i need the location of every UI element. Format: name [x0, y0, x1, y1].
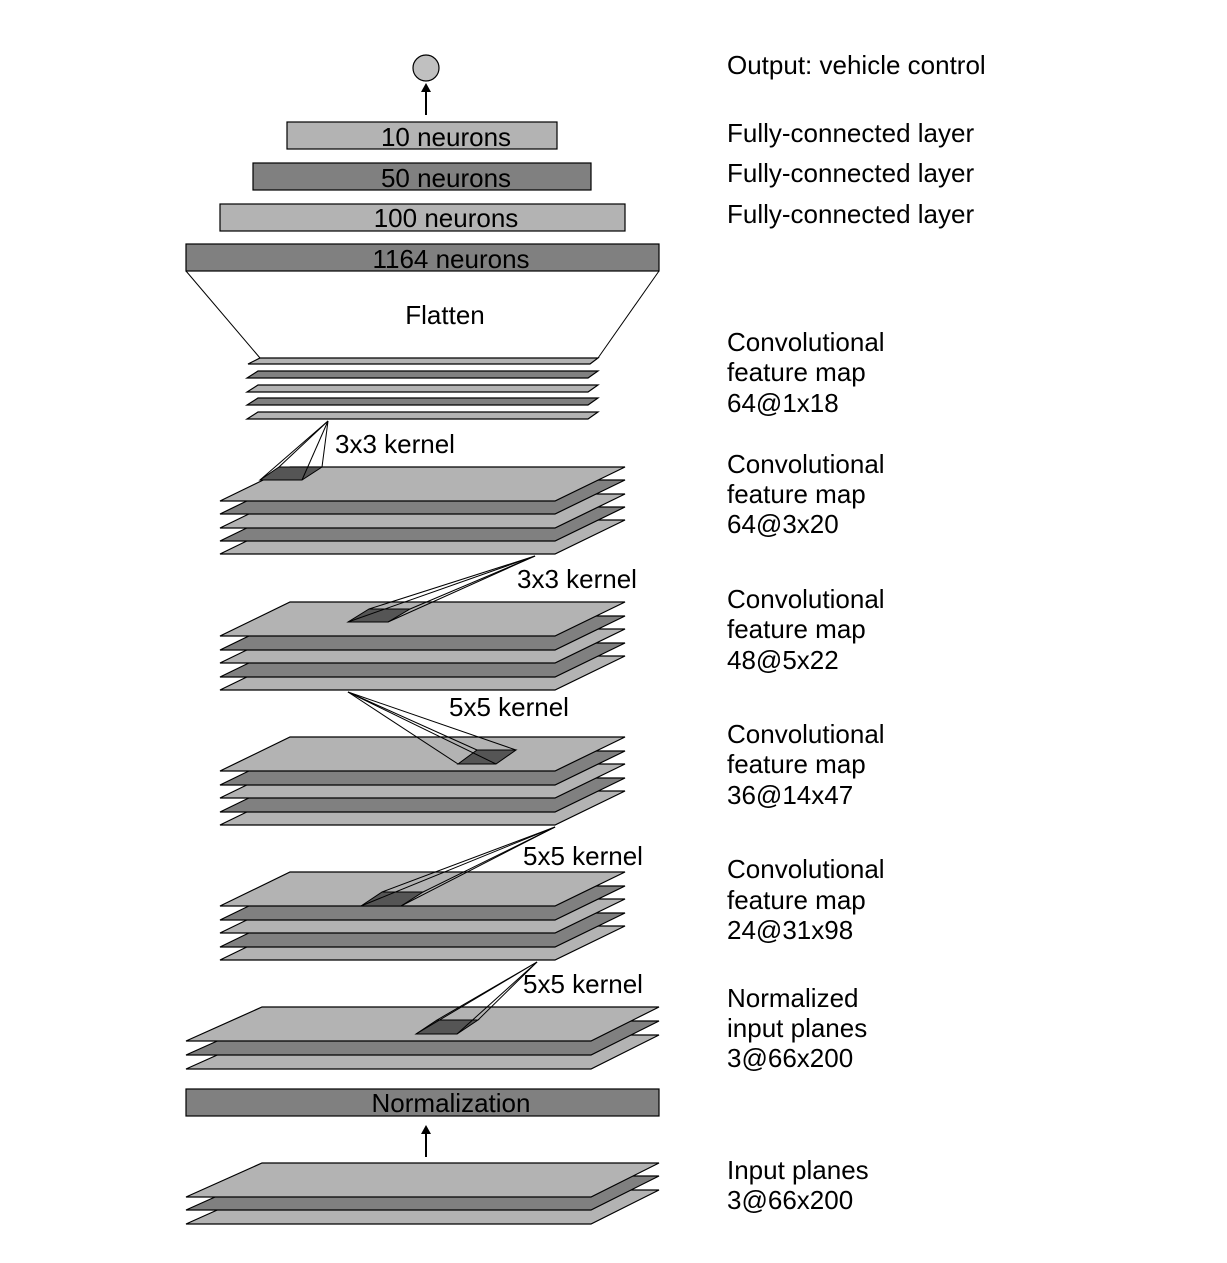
kernel-label-2: 3x3 kernel [517, 564, 637, 594]
fc-layer-100-box [219, 203, 626, 232]
plane [219, 466, 626, 502]
flatten-layer-label: 1164 neurons [372, 244, 529, 274]
fc-layer-50-label: 50 neurons [381, 163, 511, 193]
kernel-projection-lines [347, 691, 517, 765]
normalized-input-line1: Normalized [727, 983, 859, 1013]
kernel-projection-lines [259, 420, 329, 481]
plane [244, 370, 600, 379]
conv-map-5-line3: 24@31x98 [727, 915, 853, 945]
conv-map-2-line3: 64@3x20 [727, 509, 839, 539]
output-node [412, 54, 440, 82]
conv-map-5-line1: Convolutional [727, 854, 885, 884]
normalization-label: Normalization [372, 1088, 531, 1118]
fc-layer-50-box [252, 162, 592, 191]
input-planes-line2: 3@66x200 [727, 1185, 853, 1215]
conv-map-24x31x98-stack [219, 871, 626, 961]
conv-map-2-line2: feature map [727, 479, 866, 509]
plane [219, 601, 626, 637]
conv-map-4-line2: feature map [727, 749, 866, 779]
kernel-label-1: 3x3 kernel [335, 429, 455, 459]
fc-layer-10-label: 10 neurons [381, 122, 511, 152]
input-planes-stack [185, 1162, 660, 1225]
fc-layer-10-side-label: Fully-connected layer [727, 118, 974, 148]
conv-map-5-line2: feature map [727, 885, 866, 915]
input-arrow-head [421, 1125, 431, 1134]
conv-map-36x14x47-stack [219, 736, 626, 826]
flatten-label: Flatten [405, 300, 485, 330]
output-label: Output: vehicle control [727, 50, 986, 80]
conv-map-3-line3: 48@5x22 [727, 645, 839, 675]
plane [219, 871, 626, 907]
kernel-projection-lines [415, 961, 538, 1035]
plane [185, 1162, 660, 1198]
plane [244, 411, 600, 420]
kernel-projection-lines [347, 555, 536, 623]
conv-map-1-line2: feature map [727, 357, 866, 387]
plane [244, 397, 600, 406]
plane [244, 384, 600, 393]
conv-map-4-line3: 36@14x47 [727, 780, 853, 810]
fc-layer-50-side-label: Fully-connected layer [727, 158, 974, 188]
normalization-box [185, 1088, 660, 1117]
kernel-label-5: 5x5 kernel [523, 969, 643, 999]
conv-map-64x3x20-stack [219, 466, 626, 555]
input-planes-line1: Input planes [727, 1155, 869, 1185]
flatten-layer-box [185, 243, 660, 272]
normalized-input-line3: 3@66x200 [727, 1043, 853, 1073]
flatten-trapezoid-left [185, 270, 261, 359]
fc-layer-10-box [286, 121, 558, 150]
conv-map-3-line1: Convolutional [727, 584, 885, 614]
conv-map-4-line1: Convolutional [727, 719, 885, 749]
normalized-input-planes-stack [185, 1006, 660, 1070]
kernel-label-3: 5x5 kernel [449, 692, 569, 722]
output-arrow-head [421, 83, 431, 92]
conv-map-1-line3: 64@1x18 [727, 388, 839, 418]
plane [219, 736, 626, 772]
fc-layer-100-side-label: Fully-connected layer [727, 199, 974, 229]
kernel-projection-lines [360, 826, 556, 907]
conv-map-3-line2: feature map [727, 614, 866, 644]
conv-map-2-line1: Convolutional [727, 449, 885, 479]
normalized-input-line2: input planes [727, 1013, 867, 1043]
plane [185, 1006, 660, 1042]
kernel-label-4: 5x5 kernel [523, 841, 643, 871]
fc-layer-100-label: 100 neurons [374, 203, 519, 233]
flatten-trapezoid-right [597, 270, 660, 359]
conv-map-64x1x18-stack [244, 357, 600, 420]
conv-map-48x5x22-stack [219, 601, 626, 691]
plane [247, 357, 600, 365]
conv-map-1-line1: Convolutional [727, 327, 885, 357]
